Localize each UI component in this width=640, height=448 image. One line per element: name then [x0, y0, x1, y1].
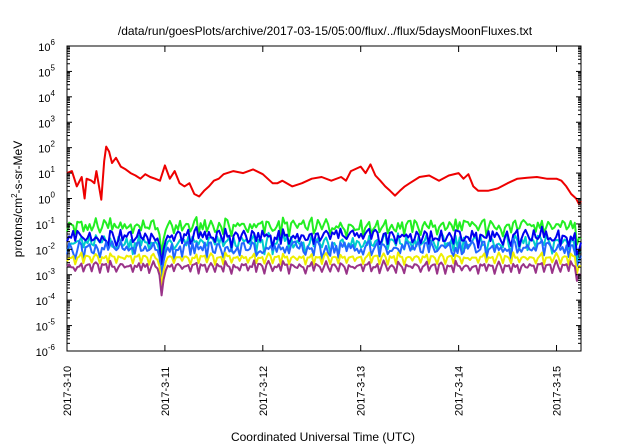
y-tick-label: 10-3 — [36, 267, 56, 283]
x-tick-label: 2017-3-12 — [258, 366, 270, 416]
x-tick-label: 2017-3-13 — [356, 366, 368, 416]
x-tick-label: 2017-3-10 — [62, 366, 74, 416]
y-tick-label: 102 — [38, 140, 55, 156]
y-tick-label: 103 — [38, 114, 55, 130]
series-line-4 — [66, 225, 582, 266]
x-tick-label: 2017-3-14 — [454, 366, 466, 416]
x-tick-label: 2017-3-15 — [552, 366, 564, 416]
y-axis-label: protons/cm2-s-sr-MeV — [10, 141, 25, 257]
y-tick-label: 104 — [38, 89, 55, 105]
series-line-1 — [66, 145, 582, 206]
plot-frame — [66, 45, 582, 352]
y-tick-label: 10-5 — [36, 318, 56, 334]
y-tick-label: 10-6 — [36, 343, 56, 359]
series-line-7 — [66, 259, 582, 297]
x-tick-label: 2017-3-11 — [160, 367, 172, 416]
series-line-2 — [66, 216, 582, 256]
series-line-6 — [66, 251, 582, 288]
y-axis: 10-6 10-5 10-4 10-3 10-2 10-1 100 101 102 103 104 1… — [36, 38, 581, 359]
y-tick-label: 10-4 — [36, 292, 56, 308]
series-layer — [66, 145, 582, 297]
chart-title: /data/run/goesPlots/archive/2017-03-15/0… — [118, 24, 533, 38]
y-axis-label-tail: -s-sr-MeV — [11, 141, 25, 194]
y-tick-label: 106 — [38, 38, 55, 54]
y-axis-label-main: protons/cm — [11, 198, 25, 257]
series-line-5 — [66, 237, 582, 278]
y-tick-label: 10-1 — [36, 216, 56, 232]
x-axis: 2017-3-10 2017-3-11 2017-3-12 2017-3-13 2017… — [62, 46, 564, 416]
y-axis-label-sup: 2 — [10, 193, 19, 198]
y-tick-label: 100 — [38, 191, 55, 207]
y-tick-label: 10-2 — [36, 241, 56, 257]
y-tick-label: 101 — [38, 165, 55, 181]
y-tick-label: 105 — [38, 63, 55, 79]
x-axis-label: Coordinated Universal Time (UTC) — [231, 430, 415, 444]
